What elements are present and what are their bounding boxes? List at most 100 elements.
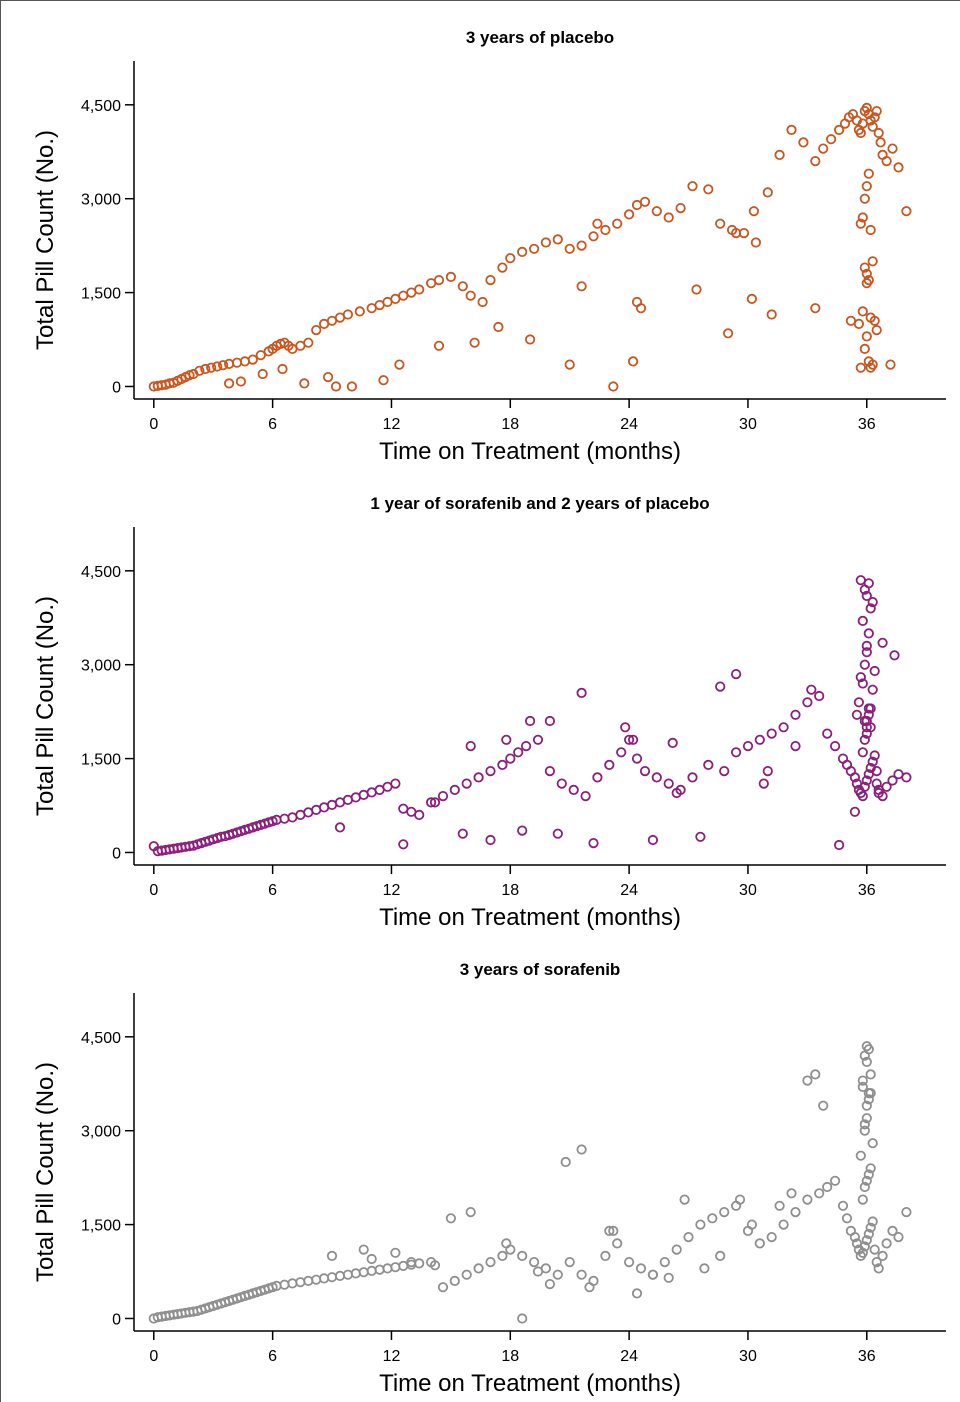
scatter-chart-sorafenib-then-placebo: 1 year of sorafenib and 2 years of place…	[32, 494, 946, 931]
data-point	[513, 747, 524, 758]
data-point	[639, 196, 651, 207]
data-point	[608, 381, 619, 392]
x-axis-label: Time on Treatment (months)	[379, 438, 681, 465]
chart-panel-3: 3 years of sorafenib 0 1,500 3,000 4,500 0 6 12…	[1, 933, 960, 1399]
data-point	[802, 1194, 813, 1205]
data-point	[588, 231, 599, 242]
data-point	[683, 1231, 694, 1243]
data-point	[867, 1138, 878, 1149]
x-tick-label: 12	[383, 416, 401, 433]
y-tick-label: 3,000	[81, 658, 121, 675]
data-point	[354, 306, 365, 317]
data-point	[564, 243, 575, 254]
data-point	[802, 697, 813, 708]
y-tick-label: 1,500	[81, 752, 121, 769]
data-point	[445, 271, 456, 282]
data-point	[859, 1241, 870, 1252]
data-point	[445, 1213, 456, 1224]
data-point	[501, 1238, 512, 1249]
y-axis-label: Total Pill Count (No.)	[32, 1062, 59, 1282]
data-point	[465, 1206, 476, 1218]
y-tick-label: 4,500	[81, 98, 121, 115]
x-axis-label: Time on Treatment (months)	[379, 904, 681, 931]
data-point	[822, 728, 833, 739]
data-point	[497, 1250, 508, 1261]
data-point	[346, 381, 357, 392]
y-tick-label: 4,500	[81, 1030, 121, 1047]
data-point	[871, 106, 882, 117]
data-point	[517, 1313, 528, 1324]
data-point	[623, 209, 635, 220]
data-point	[901, 772, 912, 783]
data-point	[437, 1282, 449, 1293]
data-point	[212, 361, 223, 372]
data-point	[730, 747, 742, 758]
x-tick-label: 6	[268, 416, 277, 433]
data-point	[588, 837, 599, 849]
data-point	[814, 690, 825, 702]
data-point	[746, 293, 758, 304]
data-point	[857, 615, 868, 626]
data-point	[865, 1222, 876, 1233]
data-point	[552, 828, 563, 839]
data-point	[861, 647, 872, 658]
data-point	[528, 1256, 540, 1268]
data-point	[703, 184, 714, 195]
data-point	[861, 268, 872, 279]
data-point	[552, 234, 563, 245]
data-point	[218, 360, 229, 371]
data-point	[287, 1278, 298, 1289]
data-point	[857, 747, 868, 758]
data-point	[295, 1277, 306, 1288]
data-point	[517, 246, 528, 257]
data-point	[318, 1273, 330, 1284]
data-point	[855, 218, 866, 229]
data-point	[501, 734, 512, 745]
data-point	[631, 1288, 643, 1299]
data-point	[366, 1253, 377, 1265]
data-point	[901, 1206, 912, 1218]
data-point	[833, 124, 845, 135]
data-point	[524, 715, 536, 727]
data-point	[863, 628, 874, 639]
data-point	[857, 1075, 868, 1086]
data-point	[497, 262, 508, 273]
data-point	[855, 672, 866, 683]
data-point	[544, 765, 556, 777]
data-point	[576, 1269, 587, 1280]
data-point	[766, 1231, 777, 1243]
data-point	[845, 315, 857, 326]
data-point	[247, 354, 258, 365]
data-point	[851, 709, 863, 720]
data-point	[303, 1275, 314, 1286]
data-point	[867, 684, 878, 695]
data-point	[873, 1263, 884, 1274]
y-tick-label: 0	[112, 845, 121, 862]
chart-panel-2: 1 year of sorafenib and 2 years of place…	[1, 467, 960, 933]
data-point	[750, 237, 762, 248]
x-tick-label: 24	[620, 1348, 638, 1365]
data-point	[651, 772, 662, 783]
data-point	[825, 134, 837, 145]
data-point	[790, 740, 801, 752]
data-point	[699, 1263, 710, 1274]
data-point	[517, 1250, 528, 1261]
data-point	[861, 278, 872, 289]
data-point	[887, 775, 898, 786]
data-point	[863, 1094, 874, 1105]
data-point	[881, 156, 892, 167]
data-point	[414, 1258, 425, 1269]
data-point	[867, 121, 878, 132]
data-point	[326, 1272, 338, 1283]
y-tick-label: 0	[112, 379, 121, 396]
data-point	[414, 284, 425, 295]
data-point	[675, 203, 686, 214]
data-point	[887, 1225, 898, 1236]
data-point	[311, 1274, 322, 1285]
data-point	[279, 1279, 290, 1290]
data-point	[382, 1263, 393, 1274]
data-point	[786, 1188, 797, 1199]
data-point	[881, 1238, 892, 1249]
data-point	[663, 1272, 674, 1283]
data-point	[279, 813, 290, 824]
